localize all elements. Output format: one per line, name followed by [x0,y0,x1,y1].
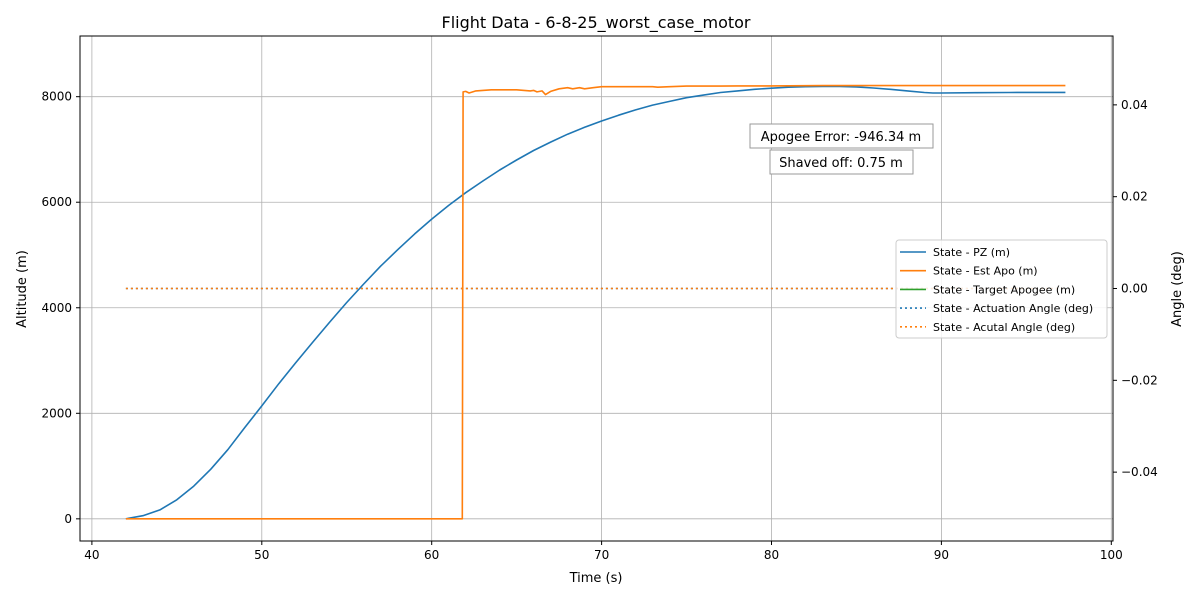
apogee-error-annotation: Apogee Error: -946.34 m [749,123,934,149]
y2-tick-label: 0.04 [1121,98,1148,112]
legend-label: State - PZ (m) [933,246,1010,259]
legend-items: State - PZ (m) State - Est Apo (m) State -… [900,246,1093,334]
legend-label: State - Est Apo (m) [933,265,1038,278]
apogee-error-text: Apogee Error: -946.34 m [761,130,921,145]
y-tick-label: 6000 [41,195,72,209]
legend-label: State - Target Apogee (m) [933,283,1075,296]
legend-label: State - Actuation Angle (deg) [933,302,1093,315]
y-tick-label: 0 [64,512,72,526]
y2-tick-label: −0.04 [1121,465,1158,479]
x-axis-label: Time (s) [569,571,623,586]
x-tick-label: 50 [254,548,269,562]
y-tick-label: 4000 [41,301,72,315]
chart-title: Flight Data - 6-8-25_worst_case_motor [441,13,750,33]
x-tick-label: 100 [1100,548,1123,562]
y-tick-label: 8000 [41,90,72,104]
y-axis-label: Altitude (m) [15,250,30,328]
shaved-off-text: Shaved off: 0.75 m [779,156,903,171]
x-tick-label: 60 [424,548,439,562]
y2-tick-label: 0.02 [1121,190,1148,204]
legend: State - PZ (m) State - Est Apo (m) State -… [895,239,1108,339]
series-layer [125,84,1066,520]
apogee-error-box [749,123,934,149]
shaved-off-box [769,149,914,175]
shaved-off-annotation: Shaved off: 0.75 m [769,149,914,175]
y2-tick-label: −0.02 [1121,373,1158,387]
y-tick-label: 2000 [41,406,72,420]
x-tick-label: 80 [764,548,779,562]
series-line-1 [125,84,1066,520]
legend-box [895,239,1108,339]
x-tick-label: 40 [84,548,99,562]
x-tick-label: 70 [594,548,609,562]
ticks-layer: 40 50 60 70 80 90 100 0 2000 4000 6000 8000 −0.04 −0.… [41,90,1157,562]
series-line-0 [125,85,1066,520]
y2-axis-label: Angle (deg) [1170,251,1185,327]
y2-tick-label: 0.00 [1121,282,1148,296]
x-tick-label: 90 [934,548,949,562]
legend-label: State - Acutal Angle (deg) [933,321,1075,334]
